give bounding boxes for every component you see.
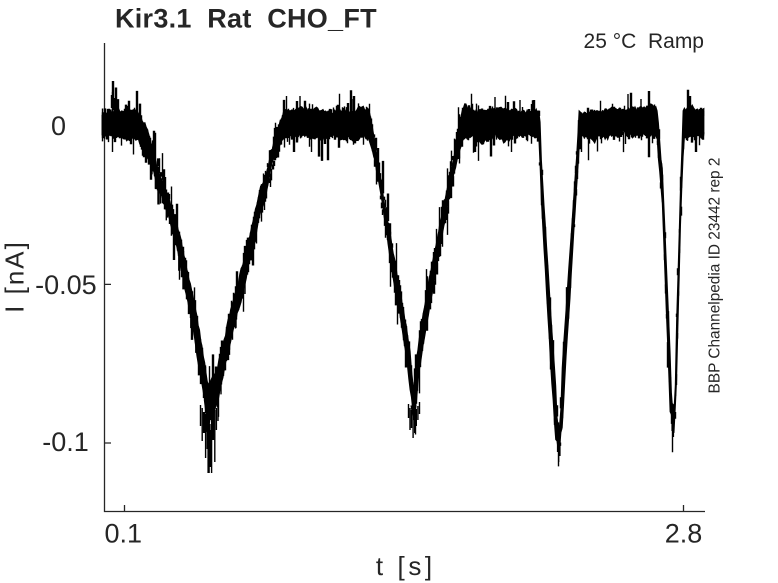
- svg-text:-0.1: -0.1: [42, 427, 89, 457]
- svg-text:BBP Channelpedia ID 23442 rep: BBP Channelpedia ID 23442 rep 2: [707, 158, 724, 394]
- svg-text:Kir3.1 Rat CHO_FT: Kir3.1 Rat CHO_FT: [115, 3, 377, 33]
- svg-text:t [s]: t [s]: [376, 551, 436, 581]
- svg-text:-0.05: -0.05: [35, 270, 97, 300]
- svg-text:25 °C Ramp: 25 °C Ramp: [584, 30, 704, 53]
- svg-text:0: 0: [51, 111, 66, 141]
- svg-text:2.8: 2.8: [665, 519, 703, 549]
- svg-text:0.1: 0.1: [105, 519, 143, 549]
- svg-text:I [nA]: I [nA]: [0, 240, 30, 313]
